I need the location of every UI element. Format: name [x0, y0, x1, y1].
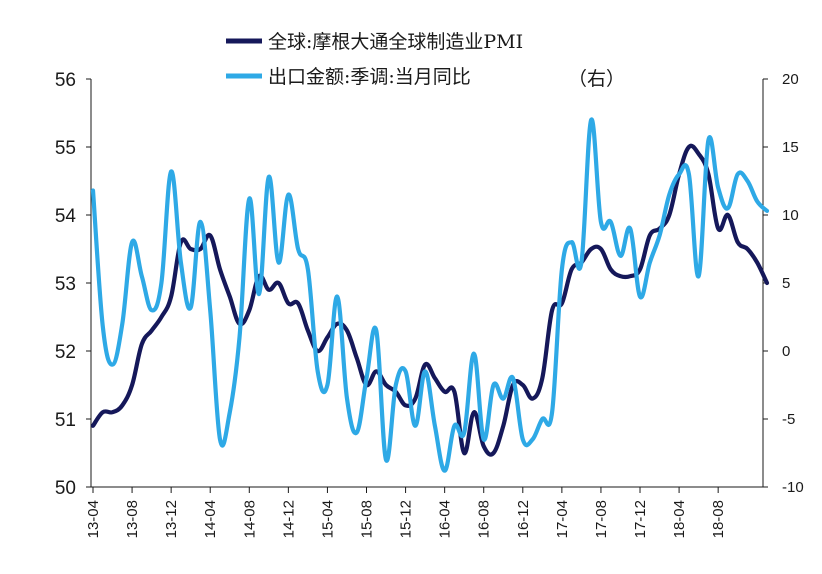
- x-tick-label: 16-12: [515, 500, 532, 538]
- x-tick-label: 18-08: [710, 500, 727, 538]
- x-tick-label: 17-08: [593, 500, 610, 538]
- x-tick-label: 14-12: [280, 500, 297, 538]
- x-tick-label: 15-12: [398, 500, 415, 538]
- x-tick-label: 16-04: [437, 500, 454, 538]
- x-tick-label: 13-04: [85, 500, 102, 538]
- x-tick-label: 16-08: [476, 500, 493, 538]
- right-tick-label: -5: [782, 411, 795, 428]
- series-layer: [90, 117, 770, 473]
- left-tick-label: 55: [55, 138, 76, 159]
- right-axis-ticks: -10 -5 0 5 10 15 20: [763, 71, 804, 496]
- left-tick-label: 50: [55, 478, 76, 499]
- x-tick-label: 13-08: [124, 500, 141, 538]
- left-axis-ticks: 50 51 52 53 54 55 56: [55, 70, 91, 499]
- x-tick-label: 15-08: [359, 500, 376, 538]
- legend-label-export: 出口金额:季调:当月同比: [268, 66, 471, 88]
- left-tick-label: 51: [55, 410, 76, 431]
- x-axis-ticks: 13-04 13-08 13-12 14-04 14-08 14-12 15-04 15-08…: [85, 487, 727, 538]
- right-tick-label: 5: [782, 275, 790, 292]
- legend: 全球:摩根大通全球制造业PMI 出口金额:季调:当月同比 （右）: [226, 31, 625, 90]
- x-tick-label: 15-04: [319, 500, 336, 538]
- right-tick-label: -10: [782, 479, 804, 496]
- right-tick-label: 15: [782, 139, 799, 156]
- right-tick-label: 10: [782, 207, 799, 224]
- x-tick-label: 14-08: [241, 500, 258, 538]
- x-tick-label: 18-04: [671, 500, 688, 538]
- right-tick-label: 0: [782, 343, 790, 360]
- left-tick-label: 54: [55, 206, 77, 227]
- left-tick-label: 53: [55, 274, 76, 295]
- x-tick-label: 17-12: [632, 500, 649, 538]
- x-tick-label: 17-04: [554, 500, 571, 538]
- legend-label-pmi: 全球:摩根大通全球制造业PMI: [268, 31, 523, 53]
- x-tick-label: 14-04: [202, 500, 219, 538]
- left-tick-label: 52: [55, 342, 76, 363]
- left-tick-label: 56: [55, 70, 76, 91]
- x-tick-label: 13-12: [163, 500, 180, 538]
- legend-right-axis-note: （右）: [568, 68, 625, 90]
- right-tick-label: 20: [782, 71, 799, 88]
- series-line-export-yoy: [90, 117, 770, 473]
